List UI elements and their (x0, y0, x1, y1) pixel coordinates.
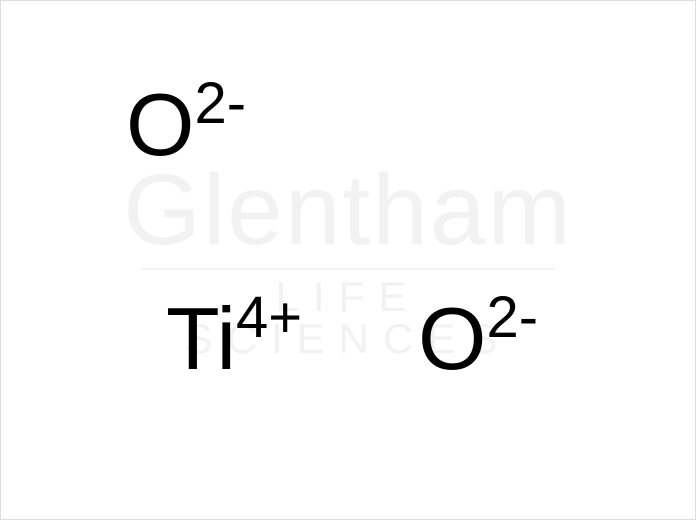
ion-base: Ti (166, 288, 236, 390)
ion-superscript: 2- (194, 70, 246, 137)
ion-titanium: Ti4+ (166, 288, 302, 390)
structure-canvas: Glentham LIFE SCIENCES O2- Ti4+ O2- (0, 0, 696, 520)
ion-oxide-top: O2- (126, 74, 246, 176)
ion-superscript: 4+ (236, 284, 302, 351)
ion-base: O (418, 288, 486, 390)
ion-oxide-right: O2- (418, 288, 538, 390)
watermark-divider (141, 268, 555, 270)
canvas-border (0, 0, 696, 520)
ion-superscript: 2- (486, 284, 538, 351)
ion-base: O (126, 74, 194, 176)
